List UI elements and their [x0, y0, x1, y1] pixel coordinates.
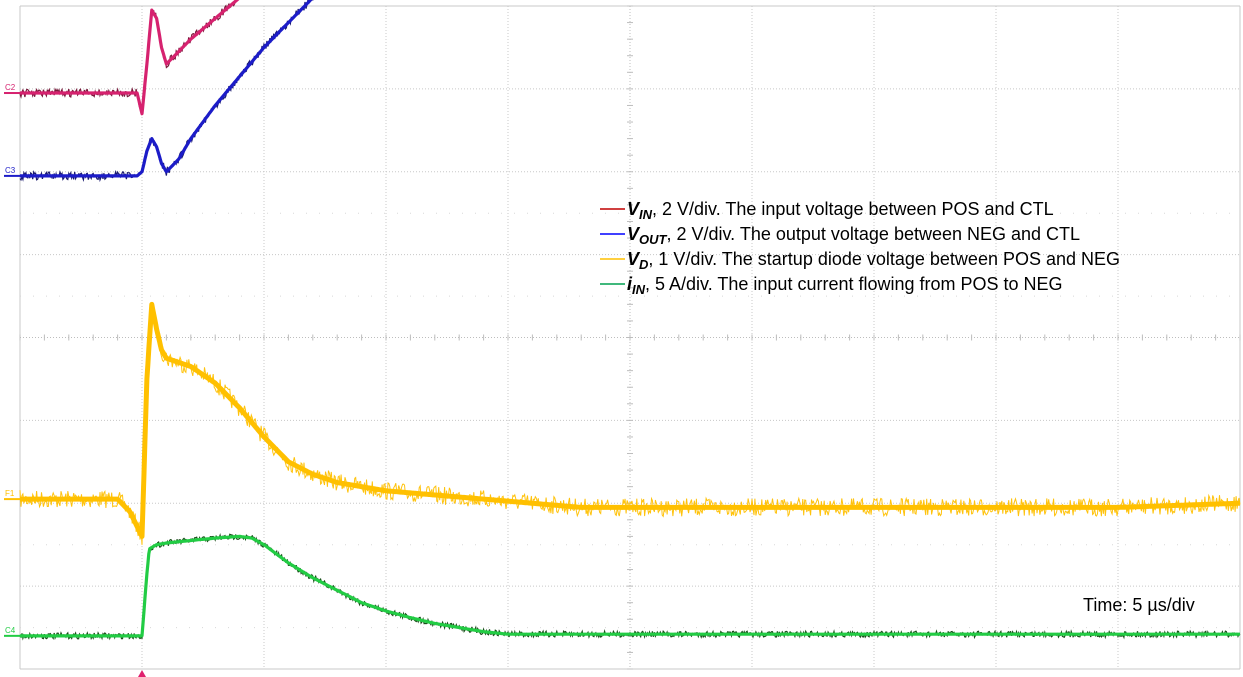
- grid: [19, 5, 1241, 670]
- channel-label-c4: C4: [5, 626, 16, 635]
- trace-v-out: [19, 0, 313, 178]
- legend-items: VIN, 2 V/div. The input voltage between …: [600, 199, 1120, 297]
- traces: [18, 0, 1242, 641]
- legend-symbol: i: [627, 274, 633, 294]
- legend-entry: VD, 1 V/div. The startup diode voltage b…: [627, 249, 1120, 272]
- legend: VIN, 2 V/div. The input voltage between …: [600, 199, 1120, 297]
- time-scale-label: Time: 5 µs/div: [1083, 595, 1195, 615]
- trigger-marker: [138, 670, 146, 677]
- legend-subscript: OUT: [639, 232, 668, 247]
- legend-symbol: V: [627, 249, 641, 269]
- legend-subscript: IN: [639, 207, 653, 222]
- legend-symbol: V: [627, 199, 641, 219]
- legend-subscript: D: [639, 257, 649, 272]
- legend-entry: VIN, 2 V/div. The input voltage between …: [627, 199, 1054, 222]
- legend-description: , 2 V/div. The input voltage between POS…: [652, 199, 1054, 219]
- trace-v-d: [18, 301, 1242, 539]
- channel-label-c3: C3: [5, 166, 16, 175]
- channel-labels: C2 C3 F1 C4: [4, 83, 20, 637]
- legend-description: , 1 V/div. The startup diode voltage bet…: [648, 249, 1120, 269]
- legend-entry: VOUT, 2 V/div. The output voltage betwee…: [627, 224, 1080, 247]
- channel-label-f1: F1: [5, 489, 15, 498]
- trace-i-in: [19, 534, 1241, 638]
- channel-label-c2: C2: [5, 83, 16, 92]
- trace-v-in: [19, 0, 240, 116]
- legend-subscript: IN: [632, 282, 646, 297]
- legend-description: , 5 A/div. The input current flowing fro…: [645, 274, 1063, 294]
- legend-symbol: V: [627, 224, 641, 244]
- trace-noise-v-out: [19, 0, 314, 183]
- legend-description: , 2 V/div. The output voltage between NE…: [666, 224, 1080, 244]
- legend-entry: iIN, 5 A/div. The input current flowing …: [627, 274, 1063, 297]
